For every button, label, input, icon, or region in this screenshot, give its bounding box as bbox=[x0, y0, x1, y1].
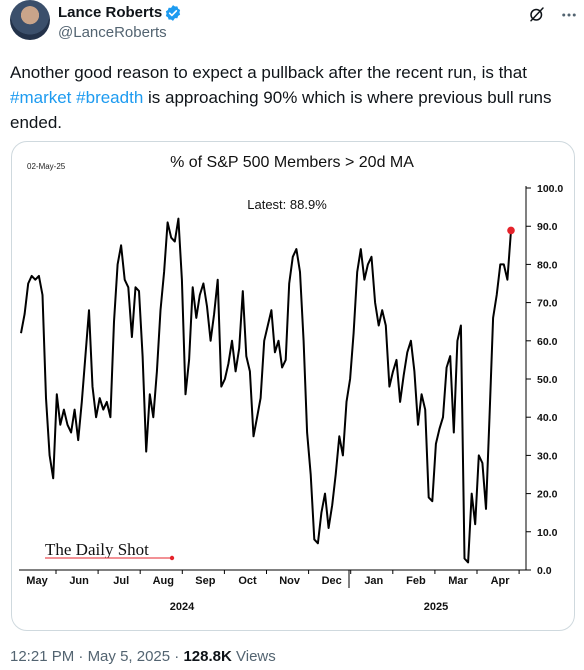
x-tick-label: Apr bbox=[491, 575, 511, 587]
y-tick-label: 60.0 bbox=[537, 336, 558, 348]
chart-date-label: 02-May-25 bbox=[27, 162, 66, 171]
x-tick-label: May bbox=[26, 575, 48, 587]
tweet-footer: 12:21 PM · May 5, 2025 · 128.8K Views bbox=[10, 648, 276, 665]
verified-badge-icon bbox=[165, 5, 181, 21]
y-tick-label: 70.0 bbox=[537, 298, 558, 310]
grok-icon[interactable] bbox=[528, 5, 546, 23]
tweet-text: Another good reason to expect a pullback… bbox=[10, 60, 576, 135]
chart-annotation: Latest: 88.9% bbox=[247, 197, 327, 212]
author-handle[interactable]: @LanceRoberts bbox=[58, 24, 167, 41]
y-tick-label: 50.0 bbox=[537, 374, 558, 386]
watermark-dot bbox=[169, 555, 175, 561]
x-tick-label: Nov bbox=[279, 575, 301, 587]
tweet-text-after: is approaching 90% which is where previo… bbox=[10, 88, 552, 132]
y-tick-label: 30.0 bbox=[537, 450, 558, 462]
hashtag-breadth[interactable]: #breadth bbox=[76, 88, 144, 107]
x-tick-label: Jun bbox=[69, 575, 89, 587]
chart: % of S&P 500 Members > 20d MA 02-May-25 La… bbox=[19, 154, 563, 613]
y-tick-label: 40.0 bbox=[537, 412, 558, 424]
x-tick-label: Feb bbox=[406, 575, 426, 587]
series-line bbox=[20, 217, 512, 564]
y-tick-label: 0.0 bbox=[537, 565, 552, 577]
views-label: Views bbox=[236, 648, 276, 665]
latest-point-marker bbox=[507, 226, 515, 235]
y-tick-label: 80.0 bbox=[537, 259, 558, 271]
chart-image[interactable]: % of S&P 500 Members > 20d MA 02-May-25 La… bbox=[11, 141, 575, 631]
x-tick-label: Dec bbox=[322, 575, 342, 587]
author-name[interactable]: Lance Roberts bbox=[58, 4, 163, 21]
chart-title: % of S&P 500 Members > 20d MA bbox=[170, 154, 414, 171]
more-icon[interactable] bbox=[560, 6, 578, 24]
tweet-text-before: Another good reason to expect a pullback… bbox=[10, 63, 527, 82]
x-tick-label: Sep bbox=[195, 575, 215, 587]
x-tick-label: Mar bbox=[448, 575, 468, 587]
x-tick-label: Jan bbox=[364, 575, 383, 587]
y-tick-label: 10.0 bbox=[537, 527, 558, 539]
separator: · bbox=[174, 648, 180, 665]
hashtag-market[interactable]: #market bbox=[10, 88, 72, 107]
x-tick-label: Jul bbox=[113, 575, 129, 587]
views-count: 128.8K bbox=[183, 648, 232, 665]
post-time[interactable]: 12:21 PM bbox=[10, 648, 75, 665]
post-date[interactable]: May 5, 2025 bbox=[87, 648, 171, 665]
avatar[interactable] bbox=[10, 0, 50, 40]
y-tick-label: 100.0 bbox=[537, 183, 563, 195]
watermark: The Daily Shot bbox=[45, 540, 149, 559]
x-tick-label: Aug bbox=[153, 575, 174, 587]
y-tick-label: 90.0 bbox=[537, 221, 558, 233]
separator: · bbox=[78, 648, 84, 665]
x-tick-label: Oct bbox=[238, 575, 257, 587]
y-tick-label: 20.0 bbox=[537, 489, 558, 501]
year-label: 2024 bbox=[170, 601, 195, 613]
year-label: 2025 bbox=[424, 601, 448, 613]
